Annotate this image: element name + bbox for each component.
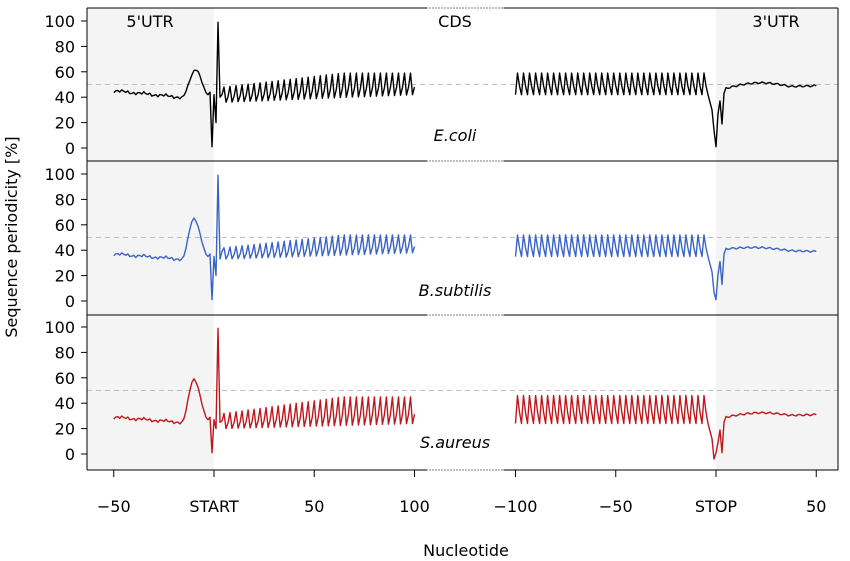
x-tick-label: −50 (599, 497, 633, 516)
y-tick-label: 0 (65, 445, 75, 464)
y-tick-label: 20 (55, 267, 75, 286)
region-label-5utr: 5'UTR (126, 12, 173, 31)
x-tick-label: 50 (806, 497, 826, 516)
y-axis-title: Sequence periodicity [%] (2, 136, 21, 337)
y-tick-label: 60 (55, 216, 75, 235)
series-line-start (113, 174, 416, 301)
y-tick-label: 40 (55, 394, 75, 413)
x-tick-label: −100 (494, 497, 538, 516)
utr5-shade (87, 315, 214, 470)
region-label-3utr: 3'UTR (752, 12, 799, 31)
y-tick-label: 100 (44, 12, 75, 31)
y-tick-label: 20 (55, 420, 75, 439)
region-label-cds: CDS (438, 12, 472, 31)
y-tick-label: 60 (55, 63, 75, 82)
plot-frame (86, 7, 839, 471)
y-tick-label: 80 (55, 37, 75, 56)
series-line-start (113, 327, 416, 454)
utr3-shade (716, 315, 838, 470)
y-tick-label: 80 (55, 343, 75, 362)
y-tick-label: 100 (44, 318, 75, 337)
y-tick-label: 40 (55, 241, 75, 260)
species-label-ecoli: E.coli (434, 126, 477, 145)
series-lines (113, 21, 817, 460)
panel-backgrounds (87, 8, 838, 470)
species-label-saureus: S.aureus (420, 433, 490, 452)
x-tick-label: −50 (97, 497, 131, 516)
y-tick-label: 20 (55, 114, 75, 133)
series-line-start (113, 21, 416, 148)
x-tick-label: 100 (399, 497, 430, 516)
y-tick-label: 100 (44, 165, 75, 184)
y-tick-label: 40 (55, 88, 75, 107)
x-axis-title: Nucleotide (423, 541, 509, 560)
x-tick-label: START (189, 497, 239, 516)
x-tick-label: 50 (304, 497, 324, 516)
x-tick-label: STOP (695, 497, 738, 516)
y-tick-label: 60 (55, 369, 75, 388)
series-line-stop (514, 394, 817, 460)
series-line-stop (514, 234, 817, 301)
species-label-bsubtilis: B.subtilis (419, 281, 492, 300)
axis-ticks: 0 20 40 60 80 100 0 20 40 60 80 100 0 20 40 60 80 100 −50 S… (44, 12, 826, 516)
reference-lines (87, 84, 838, 391)
y-tick-label: 80 (55, 190, 75, 209)
y-tick-label: 0 (65, 292, 75, 311)
series-line-stop (514, 72, 817, 148)
y-tick-label: 0 (65, 139, 75, 158)
